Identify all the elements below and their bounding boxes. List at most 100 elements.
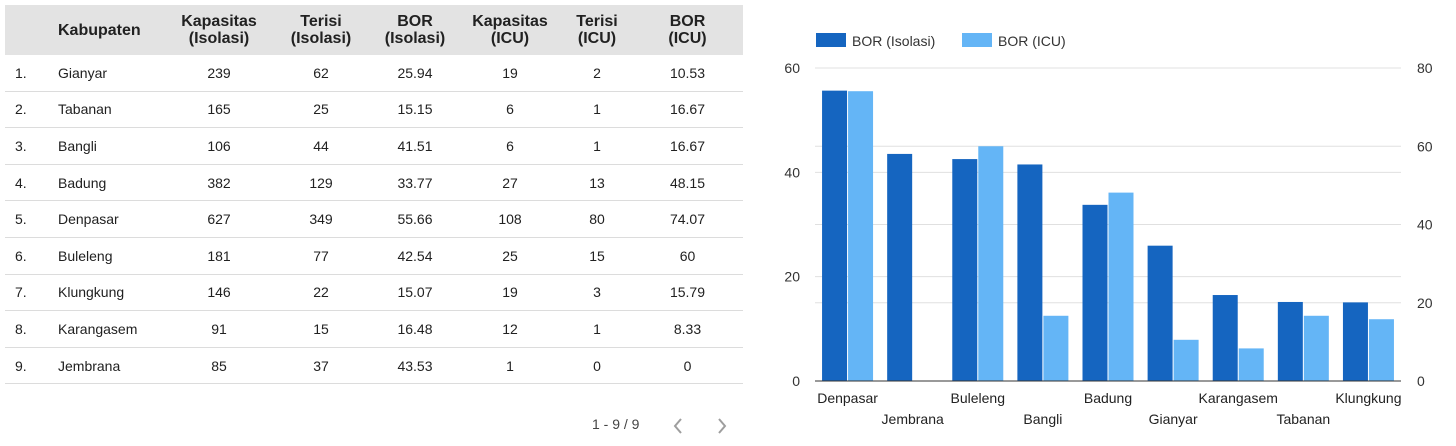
header-index [5, 5, 43, 55]
legend-label: BOR (Isolasi) [852, 33, 935, 49]
row-terisi-isolasi: 129 [270, 164, 372, 202]
y-right-tick-label: 40 [1417, 217, 1433, 233]
header-kapasitas-icu[interactable]: Kapasitas (ICU) [458, 5, 562, 55]
row-kapasitas-icu: 19 [458, 55, 562, 92]
bar-bor-icu [1303, 315, 1329, 381]
row-bor-isolasi: 55.66 [372, 200, 458, 238]
data-table: Kabupaten Kapasitas (Isolasi) Terisi (Isol… [5, 5, 743, 385]
row-kapasitas-isolasi: 85 [168, 347, 270, 385]
y-left-tick-label: 60 [784, 60, 800, 76]
row-terisi-icu: 1 [562, 91, 632, 129]
row-index: 5. [5, 200, 43, 238]
x-tick-label: Denpasar [817, 390, 878, 406]
legend-swatch [816, 33, 846, 47]
row-kapasitas-icu: 27 [458, 164, 562, 202]
table-row[interactable]: 1. Gianyar 239 62 25.94 19 2 10.53 [5, 55, 743, 92]
legend-label: BOR (ICU) [998, 33, 1066, 49]
row-bor-icu: 0 [632, 347, 743, 385]
row-terisi-icu: 15 [562, 237, 632, 275]
chevron-right-icon [718, 418, 727, 434]
row-kabupaten: Gianyar [43, 55, 168, 92]
row-terisi-isolasi: 22 [270, 274, 372, 312]
row-kapasitas-isolasi: 91 [168, 310, 270, 348]
x-tick-label: Jembrana [882, 411, 944, 427]
row-bor-icu: 10.53 [632, 55, 743, 92]
table-row[interactable]: 8. Karangasem 91 15 16.48 12 1 8.33 [5, 310, 743, 348]
table-row[interactable]: 3. Bangli 106 44 41.51 6 1 16.67 [5, 127, 743, 165]
table-row[interactable]: 2. Tabanan 165 25 15.15 6 1 16.67 [5, 91, 743, 129]
row-kabupaten: Badung [43, 164, 168, 202]
row-bor-icu: 16.67 [632, 127, 743, 165]
y-right-tick-label: 0 [1417, 373, 1425, 389]
x-tick-label: Badung [1084, 390, 1132, 406]
row-kapasitas-icu: 6 [458, 127, 562, 165]
bar-bor-icu [848, 91, 874, 382]
row-bor-isolasi: 42.54 [372, 237, 458, 275]
x-tick-label: Buleleng [951, 390, 1006, 406]
header-bor-icu[interactable]: BOR (ICU) [632, 5, 743, 55]
row-kabupaten: Denpasar [43, 200, 168, 238]
row-kapasitas-icu: 6 [458, 91, 562, 129]
row-terisi-icu: 0 [562, 347, 632, 385]
bar-bor-isolasi [1147, 245, 1173, 381]
bar-bor-icu [978, 146, 1004, 381]
bar-bor-isolasi [887, 153, 913, 381]
previous-page-button[interactable] [668, 412, 688, 440]
bar-bor-isolasi [952, 159, 978, 381]
x-tick-label: Klungkung [1335, 390, 1401, 406]
row-index: 1. [5, 55, 43, 92]
row-terisi-icu: 13 [562, 164, 632, 202]
row-kabupaten: Jembrana [43, 347, 168, 385]
next-page-button[interactable] [712, 412, 732, 440]
row-index: 3. [5, 127, 43, 165]
bar-bor-isolasi [1277, 301, 1303, 381]
bar-bor-isolasi [1212, 295, 1238, 381]
row-terisi-isolasi: 349 [270, 200, 372, 238]
y-left-tick-label: 40 [784, 164, 800, 180]
row-kapasitas-isolasi: 239 [168, 55, 270, 92]
row-bor-icu: 15.79 [632, 274, 743, 312]
row-kapasitas-isolasi: 627 [168, 200, 270, 238]
row-kapasitas-isolasi: 146 [168, 274, 270, 312]
header-kabupaten[interactable]: Kabupaten [43, 5, 168, 55]
row-kapasitas-icu: 1 [458, 347, 562, 385]
row-index: 8. [5, 310, 43, 348]
header-terisi-icu[interactable]: Terisi (ICU) [562, 5, 632, 55]
table-row[interactable]: 9. Jembrana 85 37 43.53 1 0 0 [5, 347, 743, 385]
row-bor-icu: 60 [632, 237, 743, 275]
bar-bor-isolasi [1342, 302, 1368, 381]
row-bor-isolasi: 43.53 [372, 347, 458, 385]
y-left-tick-label: 20 [784, 269, 800, 285]
x-tick-label: Bangli [1023, 411, 1062, 427]
row-bor-isolasi: 16.48 [372, 310, 458, 348]
row-index: 4. [5, 164, 43, 202]
row-kabupaten: Tabanan [43, 91, 168, 129]
row-bor-icu: 8.33 [632, 310, 743, 348]
row-kabupaten: Bangli [43, 127, 168, 165]
chevron-left-icon [673, 418, 682, 434]
row-bor-icu: 16.67 [632, 91, 743, 129]
table-row[interactable]: 7. Klungkung 146 22 15.07 19 3 15.79 [5, 274, 743, 312]
row-bor-icu: 48.15 [632, 164, 743, 202]
x-tick-label: Tabanan [1276, 411, 1330, 427]
row-kapasitas-isolasi: 165 [168, 91, 270, 129]
row-terisi-isolasi: 25 [270, 91, 372, 129]
y-left-tick-label: 0 [792, 373, 800, 389]
row-bor-isolasi: 41.51 [372, 127, 458, 165]
table-row[interactable]: 6. Buleleng 181 77 42.54 25 15 60 [5, 237, 743, 275]
row-index: 9. [5, 347, 43, 385]
table-row[interactable]: 4. Badung 382 129 33.77 27 13 48.15 [5, 164, 743, 202]
pagination-label: 1 - 9 / 9 [592, 416, 640, 432]
legend-swatch [962, 33, 992, 47]
row-kapasitas-icu: 19 [458, 274, 562, 312]
table-row[interactable]: 5. Denpasar 627 349 55.66 108 80 74.07 [5, 200, 743, 238]
header-kapasitas-isolasi[interactable]: Kapasitas (Isolasi) [168, 5, 270, 55]
row-index: 6. [5, 237, 43, 275]
row-kapasitas-isolasi: 382 [168, 164, 270, 202]
header-bor-isolasi[interactable]: BOR (Isolasi) [372, 5, 458, 55]
row-bor-isolasi: 15.15 [372, 91, 458, 129]
row-index: 2. [5, 91, 43, 129]
row-kapasitas-icu: 25 [458, 237, 562, 275]
bar-bor-isolasi [1082, 204, 1108, 381]
header-terisi-isolasi[interactable]: Terisi (Isolasi) [270, 5, 372, 55]
